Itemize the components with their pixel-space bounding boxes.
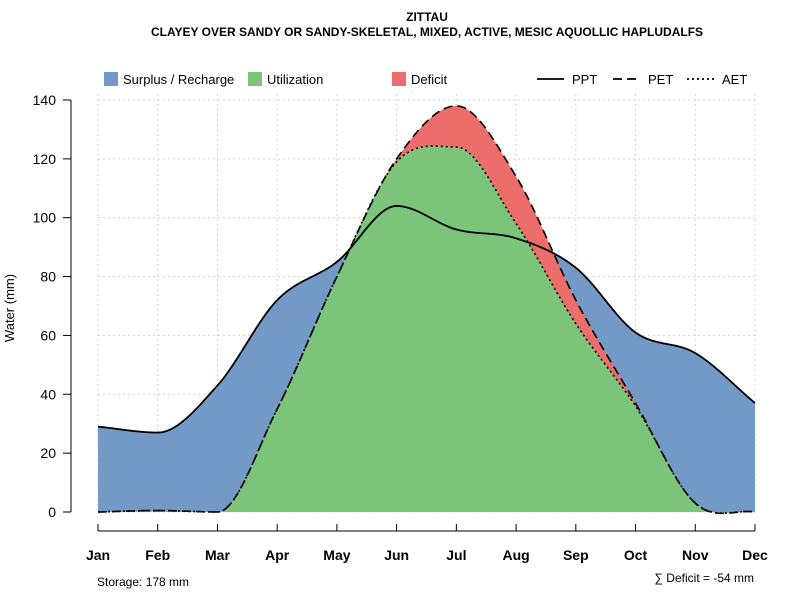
x-tick-label-apr: Apr <box>265 547 290 563</box>
x-tick-label-dec: Dec <box>742 547 768 563</box>
x-tick-label-aug: Aug <box>502 547 529 563</box>
y-tick-label: 60 <box>40 327 56 343</box>
x-tick-label-sep: Sep <box>563 547 589 563</box>
x-tick-label-jun: Jun <box>384 547 409 563</box>
series-line-aet <box>97 145 756 514</box>
y-tick-label: 20 <box>40 445 56 461</box>
y-tick-label: 120 <box>33 151 57 167</box>
chart-title: ZITTAU <box>406 10 448 24</box>
area-fills <box>98 105 755 514</box>
y-tick-label: 0 <box>48 504 56 520</box>
x-tick-label-oct: Oct <box>624 547 648 563</box>
y-tick-label: 100 <box>33 210 57 226</box>
legend-swatch-1 <box>248 72 262 86</box>
legend-label-fill: Utilization <box>267 72 323 87</box>
legend-label-line: PPT <box>572 72 597 87</box>
x-tick-label-feb: Feb <box>145 547 170 563</box>
legend-swatch-0 <box>104 72 118 86</box>
axes: 0 20 40 60 80 100 120 140 Jan Feb Mar Apr May Jun Jul A… <box>33 92 768 563</box>
legend-label-line: AET <box>722 72 747 87</box>
x-tick-label-nov: Nov <box>682 547 709 563</box>
chart-subtitle: CLAYEY OVER SANDY OR SANDY-SKELETAL, MIX… <box>151 25 703 39</box>
legend-swatch-2 <box>392 72 406 86</box>
legend-label-fill: Deficit <box>411 72 448 87</box>
legend: Surplus / Recharge Utilization Deficit PPT P… <box>104 72 747 87</box>
x-tick-label-mar: Mar <box>205 547 230 563</box>
legend-label-line: PET <box>648 72 673 87</box>
x-tick-label-may: May <box>323 547 350 563</box>
storage-annotation: Storage: 178 mm <box>97 575 189 589</box>
x-tick-label-jul: Jul <box>446 547 466 563</box>
utilization-area <box>98 146 755 514</box>
y-axis-title: Water (mm) <box>2 274 17 342</box>
x-tick-label-jan: Jan <box>86 547 110 563</box>
deficit-annotation: ∑ Deficit = -54 mm <box>654 571 754 585</box>
legend-label-fill: Surplus / Recharge <box>123 72 234 87</box>
y-tick-label: 40 <box>40 386 56 402</box>
y-tick-label: 80 <box>40 269 56 285</box>
series-line-ppt <box>97 205 756 434</box>
y-tick-label: 140 <box>33 92 57 108</box>
series-lines <box>97 105 756 515</box>
